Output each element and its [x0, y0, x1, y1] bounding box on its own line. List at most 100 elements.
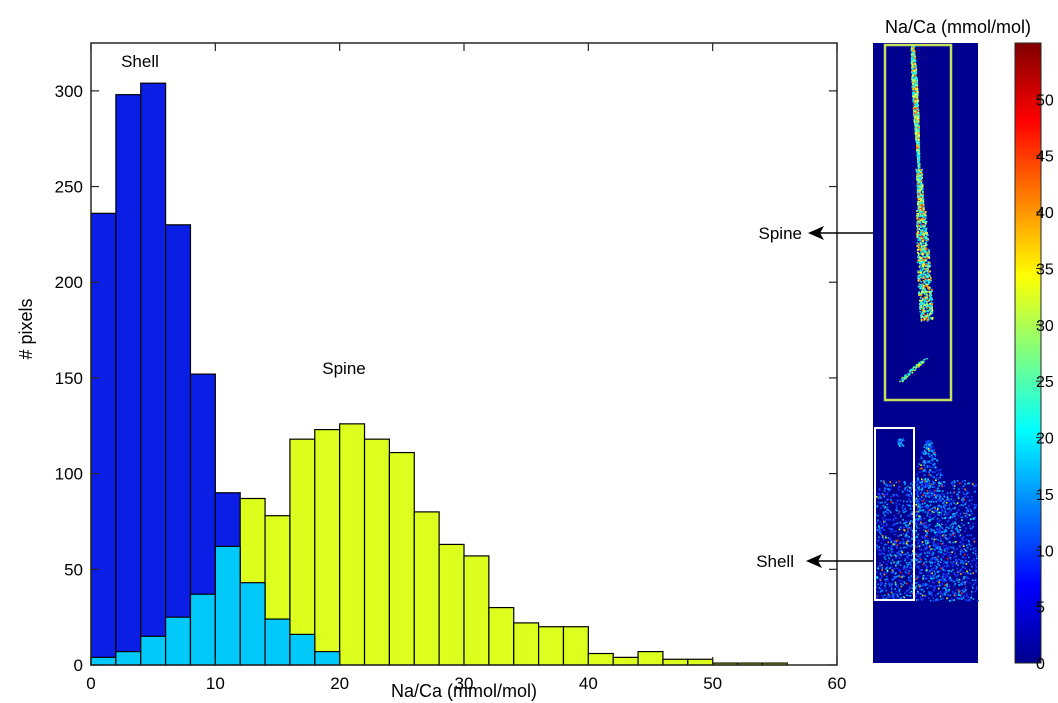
map-pixel — [940, 531, 942, 534]
y-tick-label: 100 — [55, 465, 83, 484]
map-pixel — [948, 500, 950, 502]
map-pixel — [948, 565, 950, 567]
map-pixel — [921, 204, 924, 207]
map-pixel — [897, 488, 900, 491]
map-pixel — [916, 139, 919, 142]
map-pixel — [952, 532, 955, 534]
map-pixel — [881, 536, 884, 539]
map-pixel — [885, 597, 888, 600]
map-pixel — [955, 574, 958, 577]
map-pixel — [887, 509, 889, 511]
map-pixel — [949, 524, 952, 527]
map-pixel — [911, 78, 913, 80]
map-pixel — [921, 277, 924, 279]
map-pixel — [922, 286, 925, 289]
map-pixel — [917, 92, 919, 94]
overlap-bar — [140, 635, 167, 666]
map-pixel — [891, 578, 894, 581]
map-pixel — [923, 275, 926, 278]
map-pixel — [941, 509, 943, 511]
map-pixel — [934, 531, 937, 534]
map-pixel — [974, 579, 977, 582]
map-pixel — [923, 232, 925, 235]
map-pixel — [918, 154, 920, 157]
map-pixel — [949, 558, 952, 560]
map-pixel — [889, 510, 891, 513]
spine-bar — [587, 652, 614, 666]
map-pixel — [914, 100, 917, 103]
map-pixel — [919, 521, 922, 524]
map-pixel — [914, 481, 916, 484]
map-pixel — [882, 589, 884, 591]
map-pixel — [898, 597, 901, 600]
map-pixel — [941, 577, 944, 580]
map-pixel — [935, 538, 937, 540]
map-pixel — [926, 547, 928, 550]
map-pixel — [926, 512, 929, 515]
spine-bar — [562, 626, 589, 666]
map-pixel — [917, 192, 920, 195]
map-pixel — [922, 201, 924, 204]
map-pixel — [897, 560, 900, 563]
x-tick-label: 20 — [330, 674, 349, 693]
map-pixel — [925, 279, 928, 281]
map-pixel — [890, 548, 893, 551]
map-pixel — [901, 551, 904, 554]
map-pixel — [917, 128, 920, 130]
map-pixel — [928, 494, 931, 497]
map-pixel — [924, 249, 927, 252]
map-pixel — [922, 218, 925, 221]
map-pixel — [885, 563, 888, 565]
map-pixel — [889, 488, 892, 490]
map-pixel — [911, 51, 914, 54]
map-pixel — [972, 558, 975, 560]
map-pixel — [892, 569, 895, 571]
map-pixel — [907, 563, 910, 566]
map-pixel — [909, 563, 912, 566]
map-pixel — [931, 577, 934, 580]
map-pixel — [972, 517, 975, 520]
map-pixel — [919, 206, 922, 208]
map-pixel — [945, 501, 948, 504]
map-pixel — [928, 508, 930, 511]
map-pixel — [921, 584, 924, 587]
map-pixel — [925, 499, 928, 502]
map-pixel — [971, 527, 973, 530]
map-pixel — [926, 296, 929, 299]
map-pixel — [963, 576, 966, 579]
map-pixel — [888, 582, 891, 584]
map-pixel — [929, 484, 931, 487]
map-pixel — [903, 522, 905, 525]
map-pixel — [914, 129, 917, 132]
map-pixel — [937, 571, 939, 573]
map-pixel — [931, 548, 933, 550]
map-pixel — [923, 498, 925, 501]
map-pixel — [921, 311, 924, 314]
map-pixel — [929, 490, 932, 493]
map-pixel — [974, 590, 977, 593]
map-pixel — [961, 560, 964, 562]
map-pixel — [919, 293, 921, 296]
map-pixel — [924, 460, 927, 462]
spine-bar — [289, 438, 316, 666]
map-pixel — [917, 278, 920, 281]
map-pixel — [939, 591, 942, 593]
map-pixel — [930, 577, 932, 580]
map-pixel — [948, 541, 951, 543]
map-pixel — [912, 86, 914, 89]
map-pixel — [938, 490, 941, 492]
map-pixel — [916, 97, 919, 100]
map-pixel — [919, 253, 921, 255]
map-pixel — [922, 221, 924, 224]
map-pixel — [936, 517, 939, 520]
map-pixel — [934, 571, 936, 574]
map-pixel — [933, 511, 935, 514]
map-pixel — [913, 56, 916, 59]
map-pixel — [922, 195, 925, 197]
map-pixel — [946, 563, 949, 566]
map-pixel — [928, 250, 931, 253]
map-pixel — [913, 121, 916, 124]
map-pixel — [908, 374, 910, 376]
map-pixel — [911, 88, 914, 91]
map-pixel — [882, 538, 885, 541]
